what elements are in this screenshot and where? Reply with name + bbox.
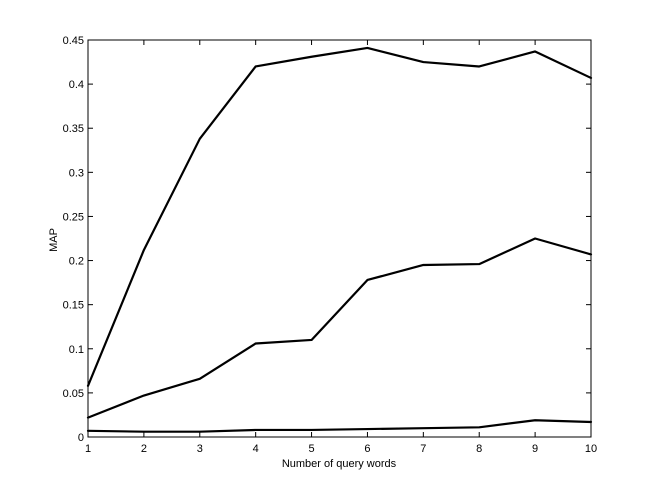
plot-area-frame <box>87 39 592 438</box>
y-tick-label: 0.05 <box>63 388 84 400</box>
series-line-2 <box>86 237 593 419</box>
y-tick-label: 0.25 <box>63 211 84 223</box>
x-tick-label: 8 <box>476 443 482 455</box>
x-tick-label: 3 <box>197 443 203 455</box>
y-tick-label: 0.35 <box>63 123 84 135</box>
y-tick-label: 0.2 <box>69 256 84 268</box>
x-tick-label: 1 <box>85 443 91 455</box>
x-tick-label: 9 <box>532 443 538 455</box>
x-axis-label: Number of query words <box>282 458 397 470</box>
x-tick-label: 7 <box>420 443 426 455</box>
y-tick-label: 0.1 <box>69 344 84 356</box>
series-lines <box>86 46 593 433</box>
y-tick-label: 0 <box>78 432 84 444</box>
x-tick-label: 10 <box>585 443 597 455</box>
y-tick-label: 0.45 <box>63 35 84 47</box>
y-tick-label: 0.4 <box>69 79 84 91</box>
x-tick-label: 6 <box>364 443 370 455</box>
y-tick-label: 0.15 <box>63 300 84 312</box>
x-tick-label: 2 <box>141 443 147 455</box>
x-tick-label: 4 <box>253 443 259 455</box>
series-line-3 <box>86 419 593 433</box>
x-tick-label: 5 <box>308 443 314 455</box>
y-axis-label: MAP <box>48 228 60 252</box>
axes: 1 2 3 4 5 6 7 8 9 10 0 0.05 0.1 0.15 0.2 0.25 0.3 0.35 0.4… <box>63 35 598 455</box>
series-line-1 <box>86 46 593 387</box>
y-tick-label: 0.3 <box>69 167 84 179</box>
